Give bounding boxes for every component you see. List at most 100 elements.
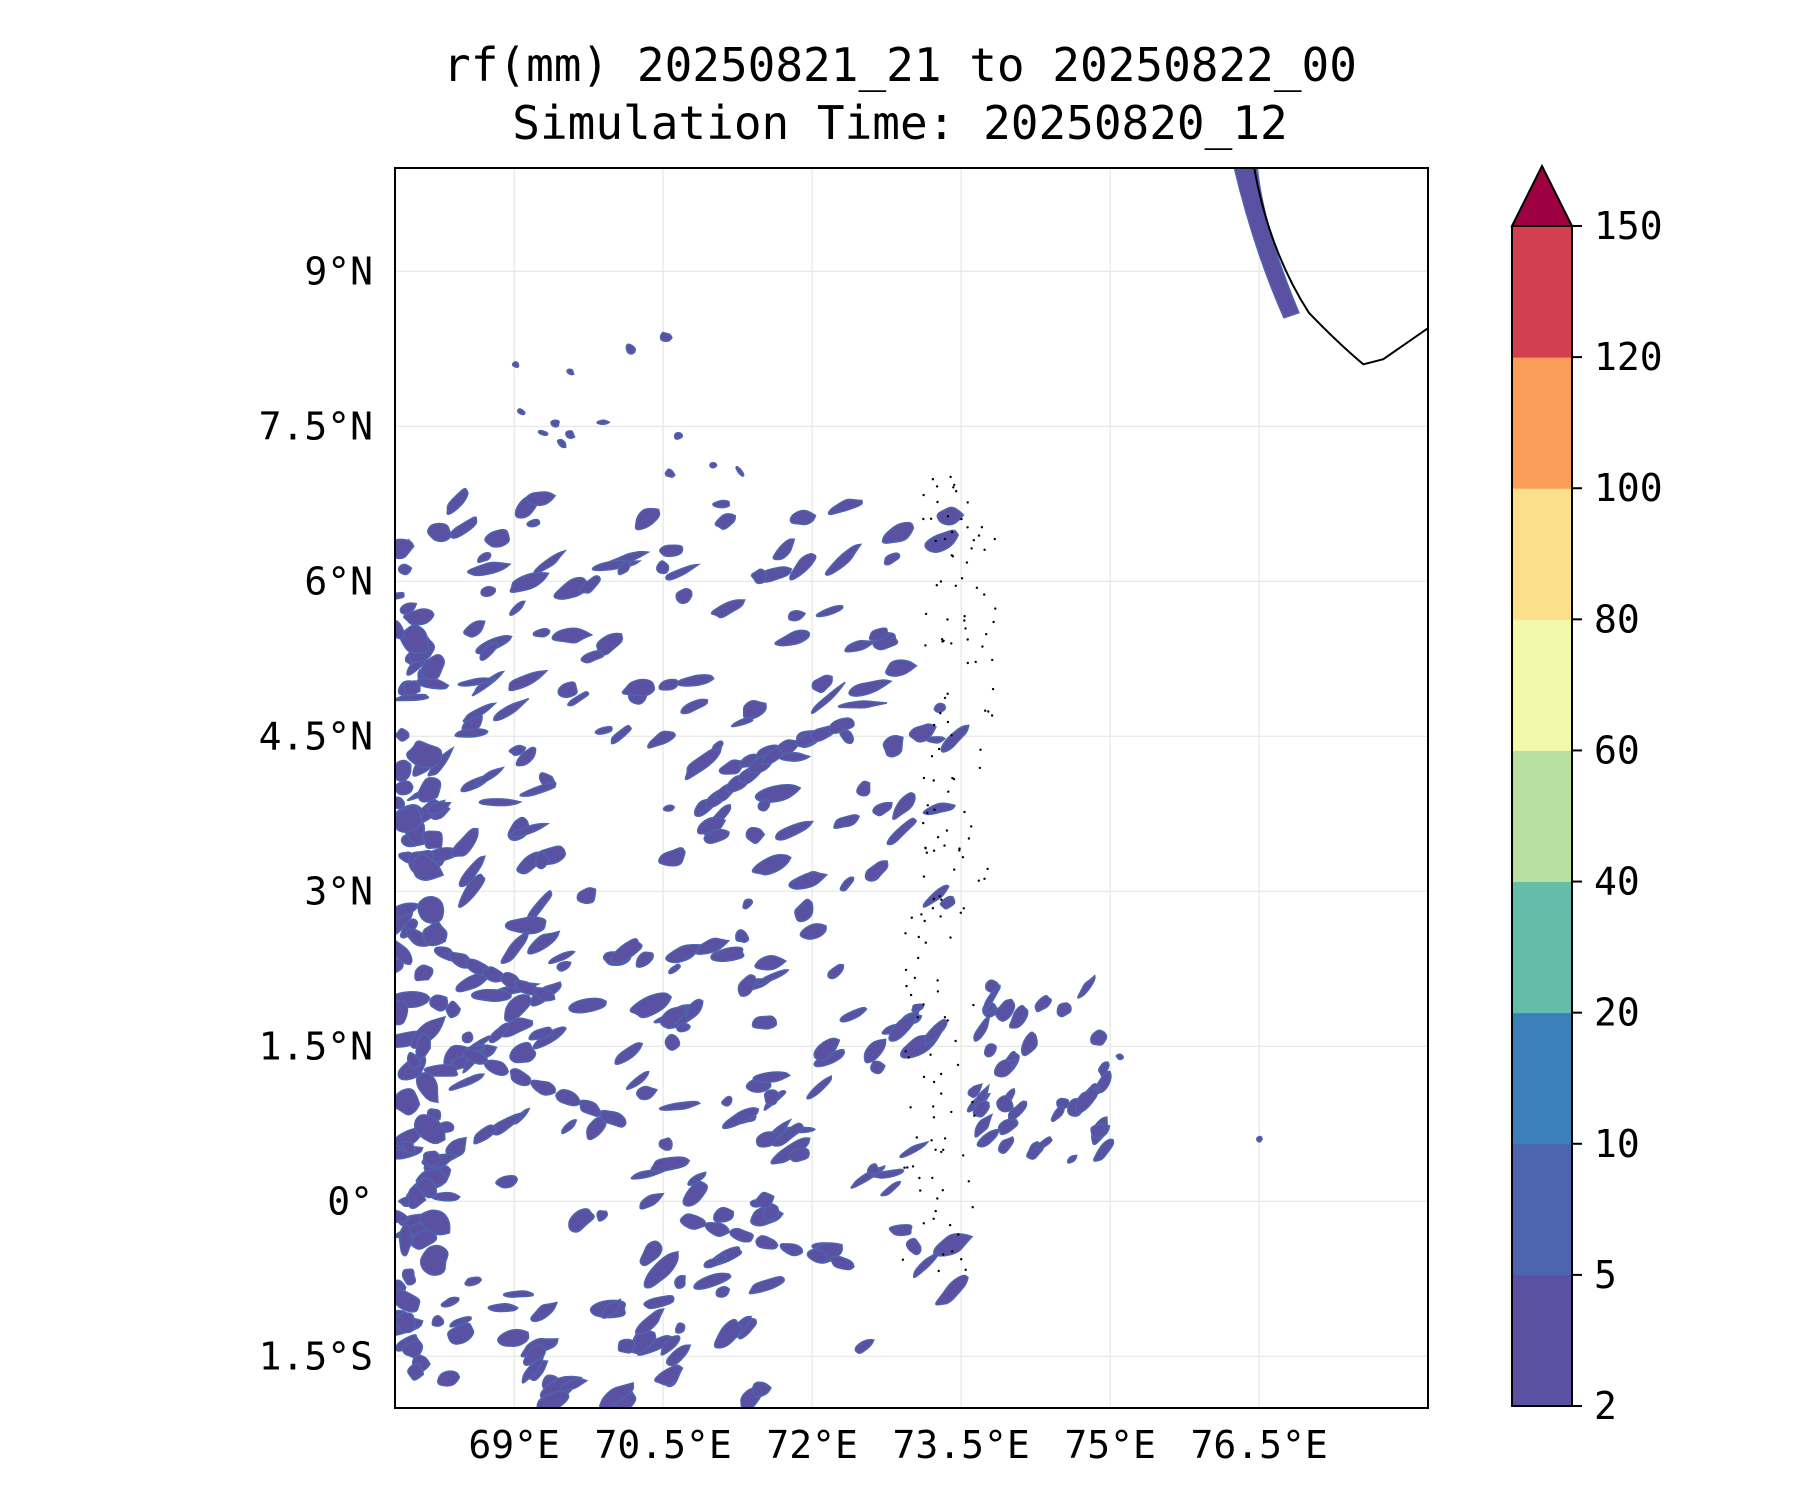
rain-cell — [742, 699, 767, 720]
rain-cell — [477, 552, 492, 564]
atoll-dot — [931, 907, 935, 910]
rain-cell — [892, 792, 916, 820]
rain-cell — [755, 969, 790, 986]
rain-cell — [659, 331, 673, 342]
rain-cell — [735, 465, 745, 477]
atoll-dot — [931, 1176, 934, 1180]
atoll-dot — [971, 1206, 974, 1209]
rain-cell — [406, 1051, 422, 1070]
rain-cell — [431, 1314, 445, 1327]
rain-cell — [463, 620, 486, 638]
rain-cell — [711, 740, 724, 751]
atoll-dot — [963, 810, 966, 814]
rain-cell — [537, 429, 549, 437]
rain-cell — [751, 1015, 778, 1030]
rain-cell — [996, 1095, 1014, 1113]
rain-cell — [811, 674, 833, 694]
rain-cell — [403, 608, 435, 626]
lat-tick-label: 9°N — [304, 249, 373, 293]
atoll-dot — [925, 851, 928, 854]
rain-cell — [643, 1250, 679, 1289]
atoll-dot — [932, 1105, 935, 1108]
atoll-dot — [945, 829, 949, 832]
atoll-dot — [966, 526, 969, 529]
atoll-dot — [951, 776, 954, 780]
rain-cell — [693, 937, 731, 955]
rain-cell — [610, 938, 643, 965]
rain-cell — [656, 560, 670, 575]
rain-cell — [827, 498, 863, 516]
atoll-dot — [922, 1222, 925, 1225]
atoll-dot — [949, 475, 952, 479]
atoll-dot — [920, 913, 923, 916]
atoll-dot — [922, 1003, 925, 1006]
atoll-dot — [930, 755, 934, 758]
rain-cell — [925, 736, 947, 744]
atoll-dot — [963, 615, 966, 618]
rain-cell — [883, 552, 901, 566]
rain-cell — [997, 1118, 1019, 1136]
rain-cell — [516, 408, 526, 416]
rain-cell — [610, 724, 632, 745]
rain-cell — [983, 1043, 997, 1058]
rain-cell — [519, 781, 557, 797]
rain-cell — [973, 1015, 991, 1042]
rain-cell — [395, 759, 412, 782]
rain-cell — [794, 898, 814, 923]
rain-cell — [497, 1328, 530, 1347]
colorbar-tick-label: 120 — [1594, 335, 1663, 379]
rain-cell — [763, 1089, 781, 1106]
rain-cell — [972, 1100, 990, 1118]
atoll-dot — [936, 500, 939, 504]
rain-cell — [401, 1140, 416, 1156]
atoll-dot — [942, 1148, 945, 1152]
rain-cell — [908, 723, 937, 743]
rain-cell — [789, 553, 817, 581]
atoll-dot — [916, 1016, 919, 1019]
atoll-dot — [946, 720, 950, 724]
atoll-dot — [949, 936, 952, 939]
atoll-dot — [940, 898, 943, 901]
rain-cell — [480, 585, 497, 597]
atoll-dot — [929, 517, 933, 520]
atoll-dot — [940, 1092, 943, 1095]
atoll-dot — [936, 979, 939, 982]
atoll-dot — [924, 941, 927, 944]
rain-cell — [718, 759, 747, 775]
rain-cell — [713, 1318, 743, 1349]
lon-tick-label: 72°E — [766, 1423, 858, 1467]
rain-cell — [406, 740, 443, 769]
rain-cell — [647, 730, 676, 749]
rain-cell — [844, 639, 877, 653]
rain-cell — [659, 544, 684, 558]
rain-cell — [660, 1005, 688, 1030]
atoll-dot — [964, 627, 967, 630]
colorbar-tick-label: 10 — [1594, 1122, 1640, 1166]
rain-cell — [445, 1000, 462, 1019]
atoll-dot — [991, 687, 995, 691]
atoll-dot — [994, 607, 997, 610]
lat-tick-label: 1.5°N — [259, 1024, 373, 1068]
rain-cell — [755, 1235, 779, 1250]
rain-cell — [806, 1075, 833, 1100]
rain-cell — [395, 1209, 410, 1224]
atoll-dot — [919, 1189, 922, 1192]
atoll-dot — [991, 658, 994, 662]
rain-cell — [1093, 1138, 1115, 1162]
colorbar-frame — [1511, 226, 1573, 1407]
rain-cell — [1074, 1085, 1099, 1114]
rain-cell — [664, 468, 676, 478]
rain-cell — [713, 1206, 735, 1223]
rain-cell — [939, 895, 956, 910]
rain-cell — [395, 1088, 421, 1116]
rain-cell — [525, 491, 557, 507]
rain-cell — [911, 1003, 925, 1013]
rain-cell — [530, 1301, 559, 1323]
rain-cell — [772, 538, 796, 561]
atoll-dot — [970, 547, 973, 550]
rain-cell — [935, 1274, 969, 1306]
lon-tick-label: 73.5°E — [893, 1423, 1030, 1467]
rain-cell — [527, 930, 561, 955]
atoll-dot — [953, 483, 956, 487]
rain-cell — [872, 802, 893, 817]
